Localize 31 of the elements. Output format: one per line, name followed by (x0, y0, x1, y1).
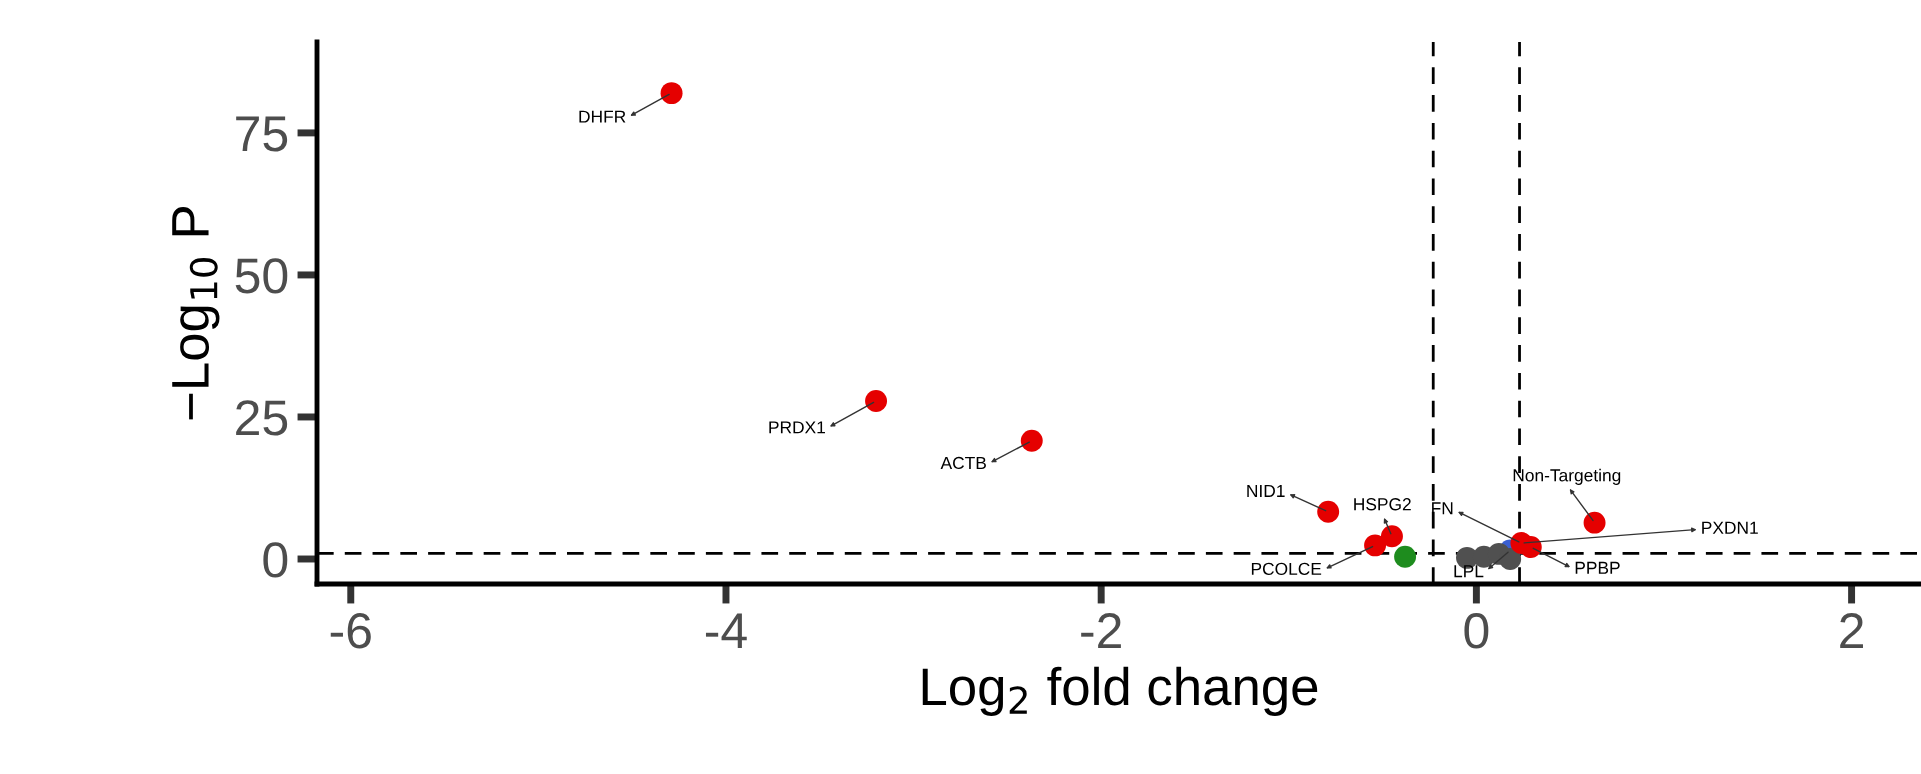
annotation: ACTB (940, 456, 986, 470)
point (1317, 500, 1340, 523)
y-tick-label: 25 (236, 400, 288, 436)
point (1583, 511, 1606, 534)
annotation: FN (1432, 502, 1453, 515)
annotation: LPL (1454, 565, 1484, 578)
y-axis-title: −Log$_{10}$ P (172, 207, 220, 420)
x-tick-label: -6 (330, 613, 371, 649)
point (1499, 548, 1522, 570)
point (1020, 429, 1043, 452)
annotation: Non-Targeting (1513, 468, 1621, 485)
annotation: DHFR (579, 110, 626, 123)
annotation: PCOLCE (1251, 562, 1322, 576)
y-tick-label: 0 (263, 542, 288, 578)
annotation: PXDN1 (1702, 521, 1758, 534)
point (660, 82, 683, 105)
x-axis-title: Log$_{2}$ fold change (922, 666, 1318, 716)
point (1394, 545, 1417, 568)
point (1364, 534, 1387, 557)
annotation: PRDX1 (769, 421, 825, 434)
annotation: HSPG2 (1354, 498, 1411, 511)
y-tick-label: 50 (235, 258, 288, 294)
x-tick-label: 0 (1464, 613, 1489, 649)
x-tick-label: -2 (1081, 613, 1121, 649)
point (865, 390, 888, 413)
annotation: PPBP (1575, 561, 1620, 574)
x-tick-label: -4 (705, 613, 747, 649)
point (1380, 525, 1403, 548)
annotation: NID1 (1247, 484, 1285, 497)
y-tick-label: 75 (236, 116, 288, 152)
x-tick-label: 2 (1840, 613, 1863, 649)
